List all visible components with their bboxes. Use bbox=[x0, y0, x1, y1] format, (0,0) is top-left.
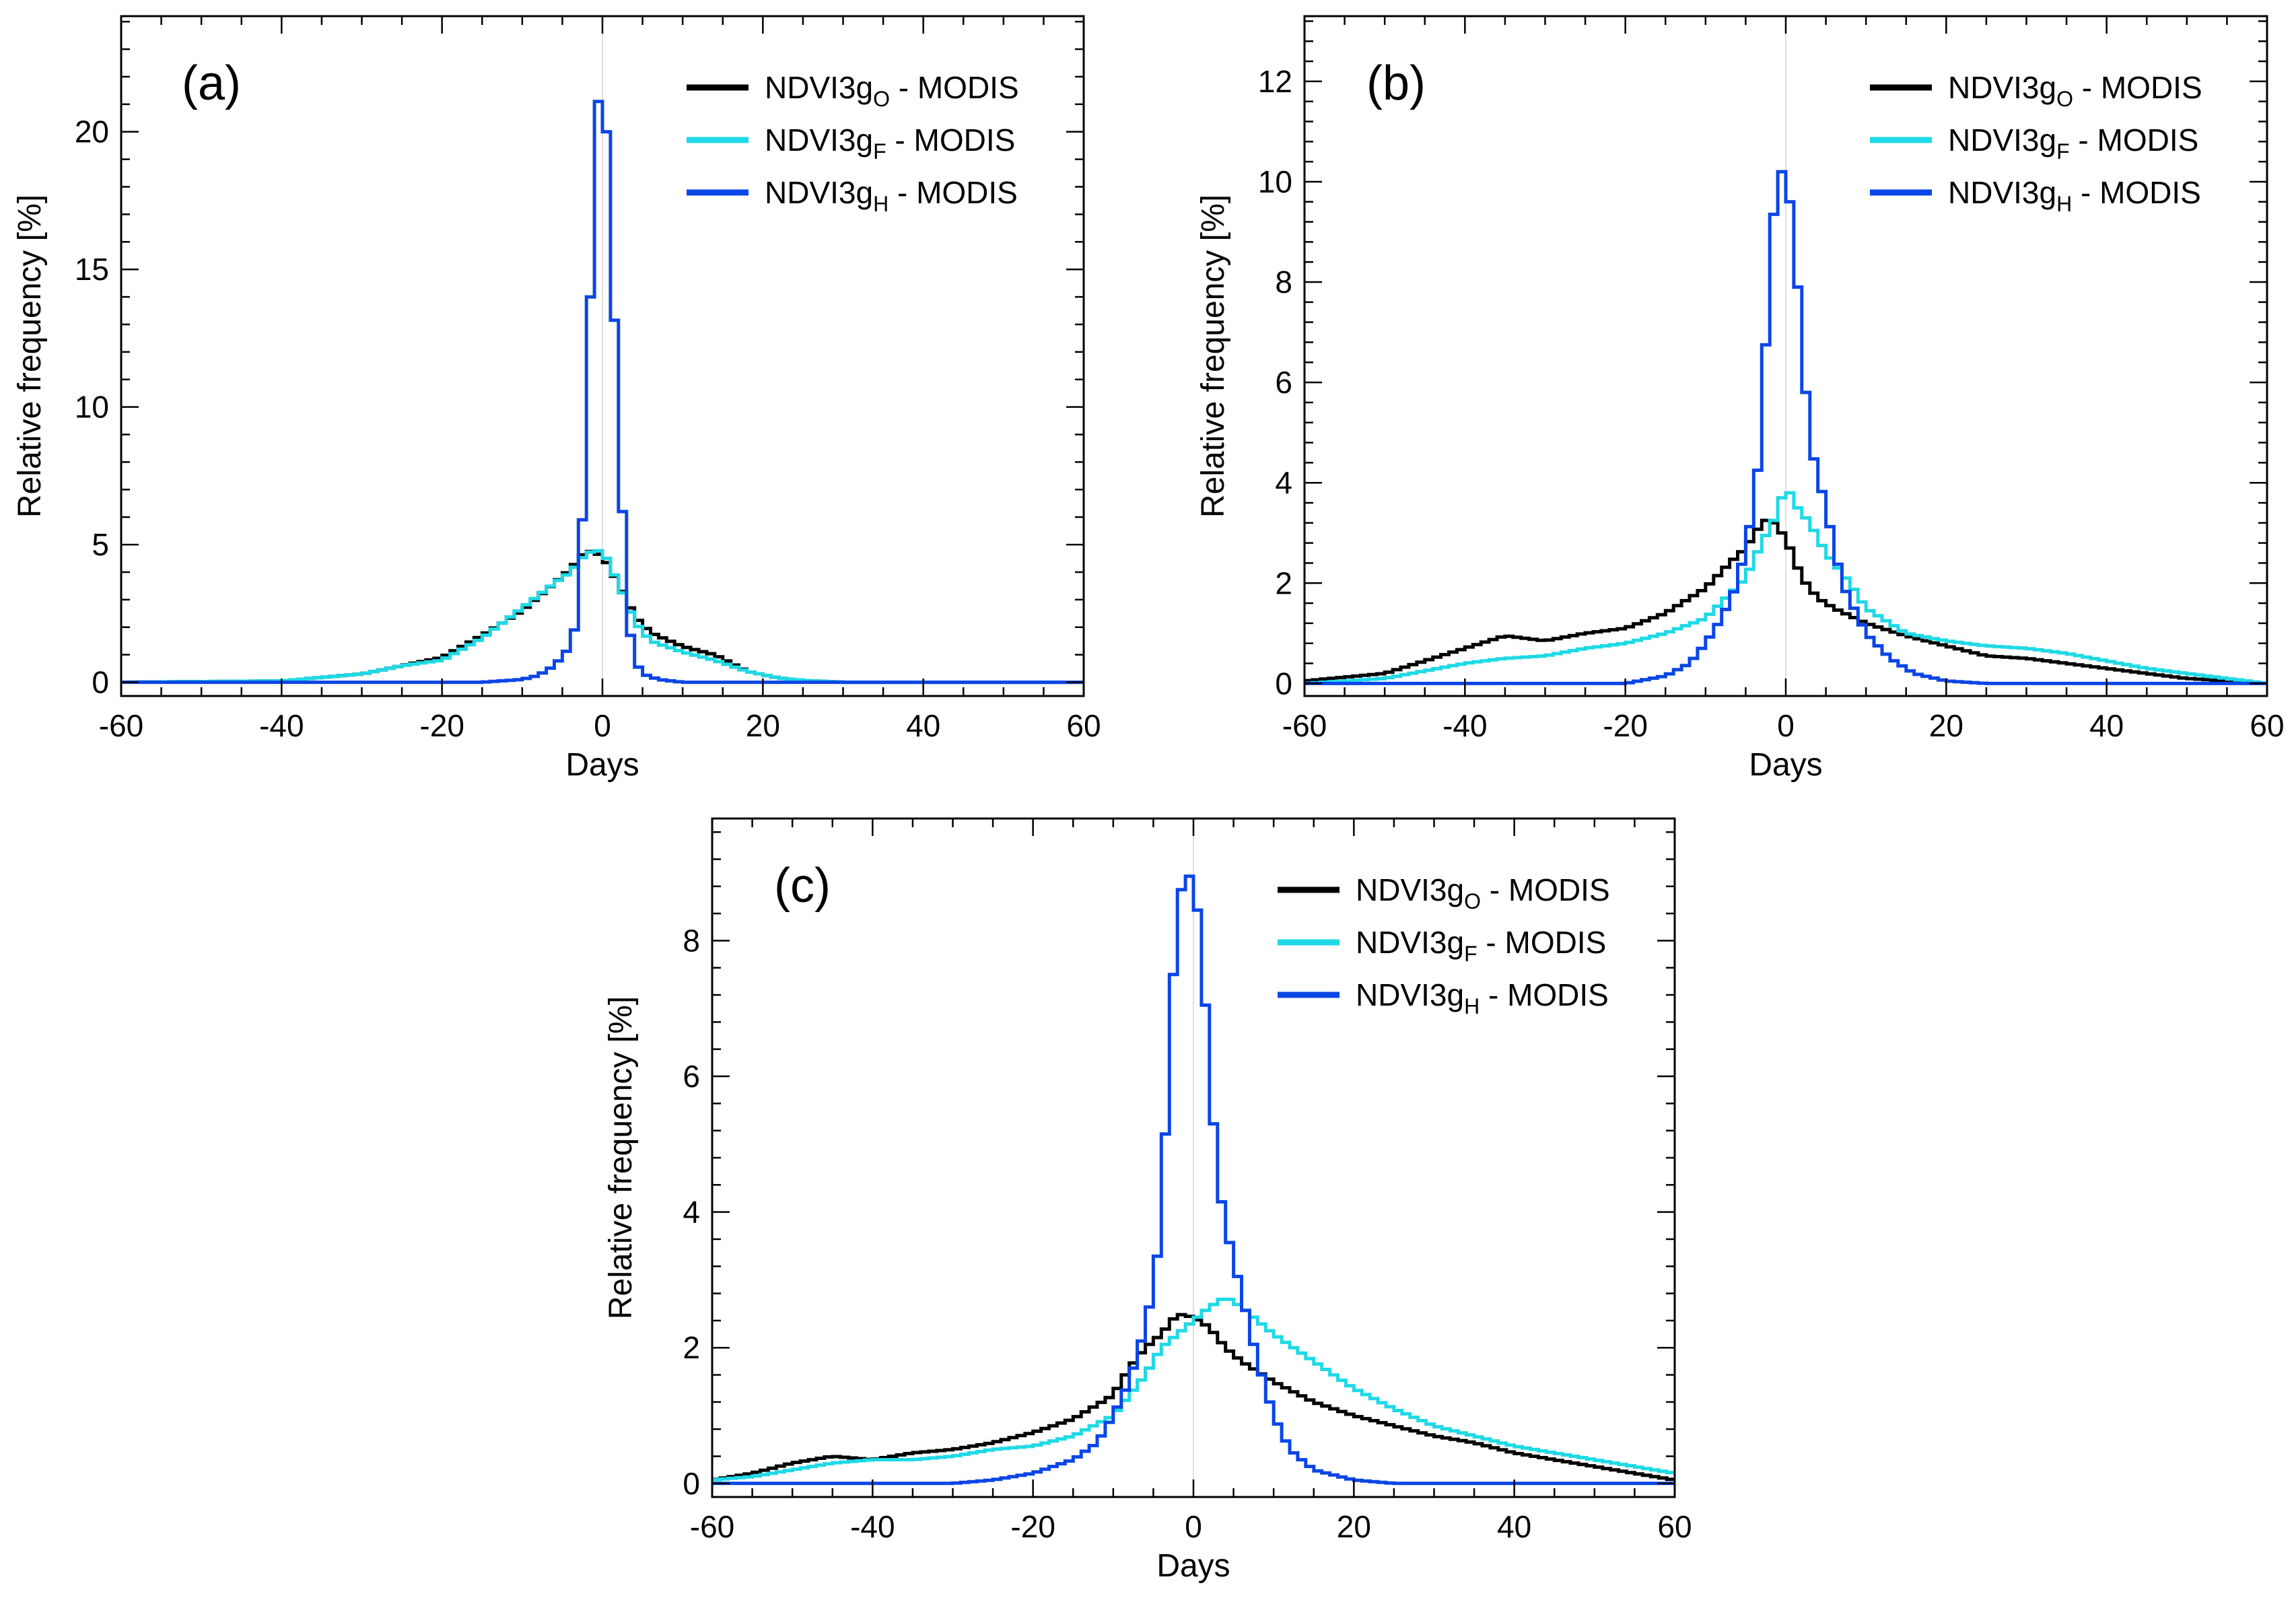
y-tick-label: 15 bbox=[75, 252, 109, 287]
x-tick-label: -40 bbox=[259, 708, 304, 743]
x-tick-label: -20 bbox=[1603, 708, 1647, 743]
x-tick-label: 40 bbox=[1497, 1509, 1531, 1544]
y-tick-label: 0 bbox=[92, 665, 109, 700]
series-line-f bbox=[712, 1297, 1675, 1482]
x-axis-label: Days bbox=[1156, 1548, 1230, 1584]
y-tick-label: 0 bbox=[1275, 666, 1292, 701]
x-tick-label: -20 bbox=[1010, 1509, 1055, 1544]
y-tick-label: 2 bbox=[1275, 565, 1292, 600]
x-tick-label: 60 bbox=[1066, 708, 1101, 743]
y-tick-label: 8 bbox=[683, 923, 700, 958]
y-axis-label: Relative frequency [%] bbox=[603, 996, 639, 1319]
y-tick-label: 12 bbox=[1258, 64, 1292, 99]
x-tick-label: 60 bbox=[2250, 708, 2284, 743]
y-tick-label: 2 bbox=[683, 1330, 700, 1365]
panel-a: -60 -40 -20 0 20 40 60 0 5 10 15 20 Days Relative fre… bbox=[12, 15, 1101, 783]
x-tick-label: 0 bbox=[1185, 1509, 1202, 1544]
legend-entry: NDVI3gF - MODIS bbox=[765, 123, 1015, 164]
x-tick-label: 20 bbox=[1337, 1509, 1371, 1544]
x-tick-label: 40 bbox=[2089, 708, 2124, 743]
x-tick-label: 60 bbox=[1657, 1509, 1692, 1544]
y-tick-label: 8 bbox=[1275, 265, 1292, 300]
panel-label: (b) bbox=[1366, 57, 1426, 110]
legend-entry: NDVI3gH - MODIS bbox=[1356, 977, 1609, 1018]
legend-entry: NDVI3gO - MODIS bbox=[1356, 872, 1610, 913]
x-tick-label: -20 bbox=[419, 708, 464, 743]
x-tick-label: -60 bbox=[99, 708, 143, 743]
y-axis-label: Relative frequency [%] bbox=[12, 195, 48, 518]
x-tick-label: 40 bbox=[906, 708, 940, 743]
y-tick-label: 4 bbox=[1275, 465, 1292, 500]
legend-entry: NDVI3gF - MODIS bbox=[1948, 123, 2198, 164]
series-line-h bbox=[121, 100, 1084, 685]
x-tick-label: -60 bbox=[690, 1509, 734, 1544]
series-line-h bbox=[1304, 170, 2267, 685]
x-tick-label: -40 bbox=[1442, 708, 1487, 743]
y-tick-label: 10 bbox=[75, 390, 109, 425]
x-tick-label: 20 bbox=[746, 708, 780, 743]
legend-entry: NDVI3gH - MODIS bbox=[765, 175, 1018, 216]
panel-label: (a) bbox=[182, 57, 241, 110]
x-tick-label: 0 bbox=[594, 708, 611, 743]
x-tick-label: 20 bbox=[1929, 708, 1963, 743]
legend-entry: NDVI3gF - MODIS bbox=[1356, 925, 1606, 966]
y-axis-label: Relative frequency [%] bbox=[1195, 195, 1231, 518]
y-tick-label: 6 bbox=[683, 1059, 700, 1094]
y-tick-label: 20 bbox=[75, 114, 109, 149]
legend-entry: NDVI3gO - MODIS bbox=[765, 70, 1019, 111]
y-tick-label: 10 bbox=[1258, 164, 1292, 199]
series-line-f bbox=[1304, 491, 2267, 685]
x-axis-label: Days bbox=[565, 747, 639, 783]
series-line-h bbox=[712, 874, 1675, 1486]
y-tick-label: 6 bbox=[1275, 365, 1292, 400]
series-line-o bbox=[1304, 518, 2267, 685]
x-axis-label: Days bbox=[1749, 747, 1822, 783]
panel-b: -60 -40 -20 0 20 40 60 0 2 4 6 8 10 12 Days Relative fr… bbox=[1195, 15, 2285, 783]
x-tick-label: -40 bbox=[850, 1509, 895, 1544]
y-tick-label: 4 bbox=[683, 1195, 700, 1230]
y-tick-label: 5 bbox=[92, 527, 109, 562]
y-tick-label: 0 bbox=[683, 1466, 700, 1501]
panel-label: (c) bbox=[774, 859, 831, 913]
panel-c: -60 -40 -20 0 20 40 60 0 2 4 6 8 Days Relative freque… bbox=[603, 817, 1692, 1584]
legend-entry: NDVI3gO - MODIS bbox=[1948, 70, 2202, 111]
x-tick-label: 0 bbox=[1777, 708, 1795, 743]
legend-entry: NDVI3gH - MODIS bbox=[1948, 175, 2201, 216]
x-tick-label: -60 bbox=[1282, 708, 1327, 743]
